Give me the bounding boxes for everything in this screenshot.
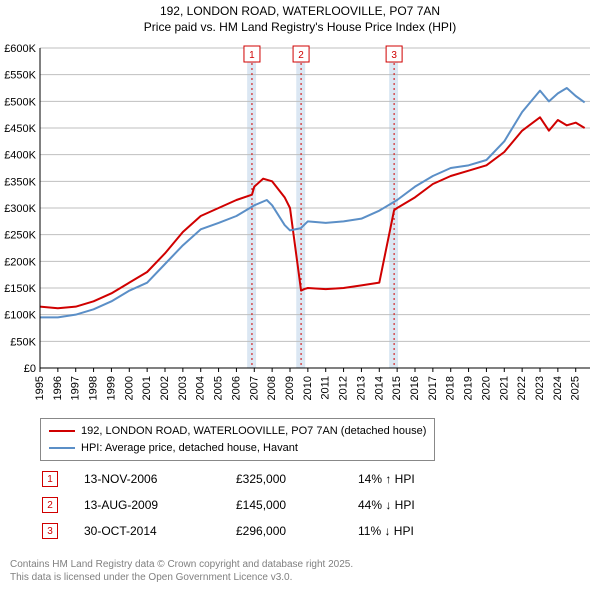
svg-text:2013: 2013 bbox=[355, 376, 367, 400]
marker-hpi: 14% ↑ HPI bbox=[358, 467, 478, 491]
svg-text:2021: 2021 bbox=[498, 376, 510, 400]
title-line-1: 192, LONDON ROAD, WATERLOOVILLE, PO7 7AN bbox=[0, 4, 600, 20]
svg-text:£600K: £600K bbox=[4, 43, 36, 55]
legend-item-hpi: HPI: Average price, detached house, Hava… bbox=[49, 440, 426, 457]
legend-label-property: 192, LONDON ROAD, WATERLOOVILLE, PO7 7AN… bbox=[81, 423, 426, 440]
svg-text:£250K: £250K bbox=[4, 230, 36, 242]
footer: Contains HM Land Registry data © Crown c… bbox=[10, 558, 353, 584]
svg-text:2010: 2010 bbox=[302, 376, 314, 400]
svg-text:£550K: £550K bbox=[4, 70, 36, 82]
marker-row: 213-AUG-2009£145,00044% ↓ HPI bbox=[42, 493, 478, 517]
marker-hpi: 11% ↓ HPI bbox=[358, 519, 478, 543]
marker-row: 330-OCT-2014£296,00011% ↓ HPI bbox=[42, 519, 478, 543]
svg-text:1998: 1998 bbox=[88, 376, 100, 400]
svg-text:2005: 2005 bbox=[213, 376, 225, 400]
svg-text:£350K: £350K bbox=[4, 176, 36, 188]
svg-text:2008: 2008 bbox=[266, 376, 278, 400]
marker-price: £145,000 bbox=[236, 493, 356, 517]
footer-line-1: Contains HM Land Registry data © Crown c… bbox=[10, 558, 353, 571]
legend-label-hpi: HPI: Average price, detached house, Hava… bbox=[81, 440, 298, 457]
svg-text:2020: 2020 bbox=[480, 376, 492, 400]
marker-price: £325,000 bbox=[236, 467, 356, 491]
svg-text:2012: 2012 bbox=[338, 376, 350, 400]
svg-text:2023: 2023 bbox=[534, 376, 546, 400]
title-line-2: Price paid vs. HM Land Registry's House … bbox=[0, 20, 600, 36]
svg-text:2017: 2017 bbox=[427, 376, 439, 400]
footer-line-2: This data is licensed under the Open Gov… bbox=[10, 571, 353, 584]
svg-text:2007: 2007 bbox=[248, 376, 260, 400]
marker-number-box: 1 bbox=[42, 471, 58, 487]
svg-text:2015: 2015 bbox=[391, 376, 403, 400]
marker-number-box: 2 bbox=[42, 497, 58, 513]
legend-item-property: 192, LONDON ROAD, WATERLOOVILLE, PO7 7AN… bbox=[49, 423, 426, 440]
svg-text:2014: 2014 bbox=[373, 376, 385, 400]
svg-text:2018: 2018 bbox=[445, 376, 457, 400]
svg-text:£450K: £450K bbox=[4, 123, 36, 135]
svg-text:2001: 2001 bbox=[141, 376, 153, 400]
svg-text:2002: 2002 bbox=[159, 376, 171, 400]
svg-text:2011: 2011 bbox=[320, 376, 332, 400]
svg-text:£50K: £50K bbox=[10, 336, 36, 348]
svg-text:2025: 2025 bbox=[570, 376, 582, 400]
marker-date: 13-AUG-2009 bbox=[60, 493, 234, 517]
svg-text:£500K: £500K bbox=[4, 96, 36, 108]
marker-number-box: 3 bbox=[42, 523, 58, 539]
svg-text:2019: 2019 bbox=[463, 376, 475, 400]
svg-text:2016: 2016 bbox=[409, 376, 421, 400]
svg-text:1999: 1999 bbox=[105, 376, 117, 400]
markers-table: 113-NOV-2006£325,00014% ↑ HPI213-AUG-200… bbox=[40, 465, 480, 545]
marker-price: £296,000 bbox=[236, 519, 356, 543]
legend-swatch-property bbox=[49, 430, 75, 432]
svg-text:2022: 2022 bbox=[516, 376, 528, 400]
svg-text:1996: 1996 bbox=[52, 376, 64, 400]
svg-text:2024: 2024 bbox=[552, 376, 564, 400]
svg-text:1995: 1995 bbox=[34, 376, 46, 400]
svg-text:£300K: £300K bbox=[4, 203, 36, 215]
svg-text:1997: 1997 bbox=[70, 376, 82, 400]
svg-text:£200K: £200K bbox=[4, 256, 36, 268]
svg-text:3: 3 bbox=[391, 50, 397, 61]
svg-text:£150K: £150K bbox=[4, 283, 36, 295]
marker-row: 113-NOV-2006£325,00014% ↑ HPI bbox=[42, 467, 478, 491]
marker-date: 30-OCT-2014 bbox=[60, 519, 234, 543]
legend: 192, LONDON ROAD, WATERLOOVILLE, PO7 7AN… bbox=[40, 418, 435, 461]
svg-text:£100K: £100K bbox=[4, 310, 36, 322]
legend-swatch-hpi bbox=[49, 447, 75, 449]
svg-text:2003: 2003 bbox=[177, 376, 189, 400]
price-chart: £0 £50K £100K £150K £200K £250K £300K £350K £400… bbox=[0, 40, 600, 410]
marker-date: 13-NOV-2006 bbox=[60, 467, 234, 491]
marker-hpi: 44% ↓ HPI bbox=[358, 493, 478, 517]
svg-text:2009: 2009 bbox=[284, 376, 296, 400]
svg-text:2: 2 bbox=[298, 50, 304, 61]
svg-text:1: 1 bbox=[249, 50, 255, 61]
svg-text:2000: 2000 bbox=[123, 376, 135, 400]
svg-text:2006: 2006 bbox=[230, 376, 242, 400]
svg-text:£400K: £400K bbox=[4, 150, 36, 162]
svg-text:2004: 2004 bbox=[195, 376, 207, 400]
svg-text:£0: £0 bbox=[24, 363, 36, 375]
